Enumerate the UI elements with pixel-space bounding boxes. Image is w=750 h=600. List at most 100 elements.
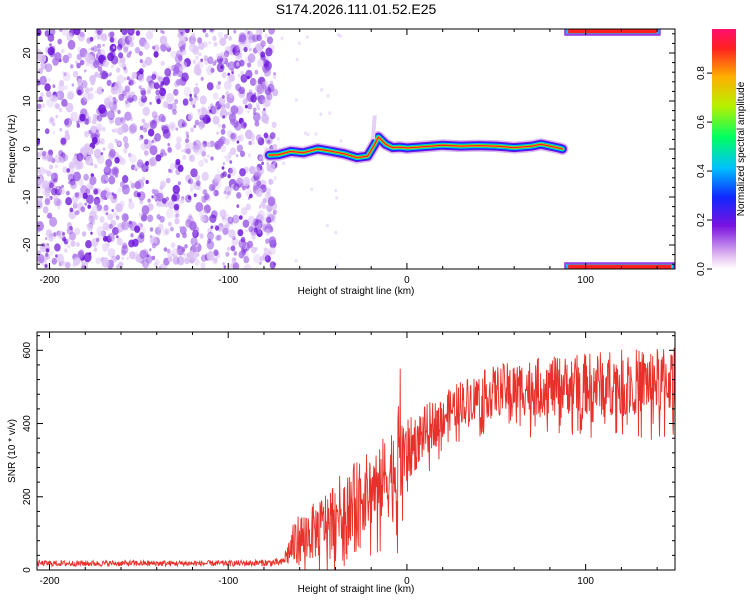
- noise-blob: [226, 191, 231, 196]
- noise-blob: [257, 58, 264, 68]
- noise-blob: [65, 261, 71, 269]
- noise-blob: [155, 89, 160, 96]
- noise-blob: [37, 169, 42, 174]
- noise-blob: [52, 131, 56, 135]
- noise-blob: [212, 92, 219, 100]
- noise-blob: [137, 74, 145, 83]
- noise-blob: [306, 132, 310, 137]
- noise-blob: [192, 143, 200, 153]
- noise-blob: [79, 31, 85, 38]
- noise-blob: [205, 32, 209, 38]
- noise-blob: [220, 128, 226, 135]
- noise-blob: [64, 119, 72, 128]
- noise-blob: [64, 133, 71, 141]
- noise-blob: [225, 251, 230, 257]
- noise-blob: [233, 29, 237, 34]
- noise-blob: [187, 195, 192, 200]
- noise-blob: [221, 72, 227, 79]
- noise-blob: [153, 44, 160, 53]
- noise-blob: [37, 151, 42, 158]
- noise-blob: [222, 171, 227, 178]
- noise-blob: [67, 222, 72, 228]
- noise-blob: [177, 118, 186, 129]
- noise-blob: [118, 261, 124, 268]
- noise-blob: [53, 195, 59, 202]
- noise-blob: [176, 79, 182, 86]
- noise-blob: [69, 178, 76, 186]
- noise-blob: [123, 147, 128, 154]
- noise-blob: [265, 47, 273, 57]
- noise-blob: [159, 185, 164, 191]
- noise-blob: [51, 95, 58, 103]
- noise-blob: [182, 98, 189, 106]
- noise-blob: [242, 176, 251, 187]
- noise-blob: [222, 95, 225, 99]
- x-tick-label: 0: [404, 576, 410, 587]
- colorbar-gradient: [712, 29, 736, 269]
- noise-blob: [96, 204, 103, 212]
- noise-blob: [180, 31, 184, 36]
- noise-blob: [37, 226, 41, 233]
- noise-blob: [171, 194, 178, 202]
- noise-blob: [143, 92, 146, 96]
- noise-blob: [229, 92, 234, 98]
- noise-blob: [103, 166, 112, 176]
- noise-blob: [210, 225, 214, 229]
- noise-blob: [156, 214, 161, 220]
- noise-blob: [250, 178, 253, 181]
- noise-blob: [253, 171, 261, 181]
- noise-blob: [151, 73, 157, 80]
- noise-blob: [234, 44, 240, 52]
- noise-blob: [128, 198, 132, 203]
- noise-blob: [267, 139, 271, 144]
- noise-blob: [216, 53, 221, 60]
- noise-blob: [193, 181, 201, 191]
- noise-blob: [193, 141, 197, 146]
- noise-blob: [224, 213, 231, 222]
- noise-blob: [70, 240, 76, 247]
- noise-blob: [59, 128, 63, 132]
- snr-xlabel: Height of straight line (km): [298, 584, 415, 595]
- noise-blob: [90, 231, 93, 235]
- noise-blob: [95, 257, 101, 265]
- noise-blob: [77, 178, 84, 186]
- noise-blob: [97, 65, 103, 72]
- noise-blob: [138, 225, 146, 236]
- noise-blob: [54, 243, 61, 252]
- noise-blob: [107, 142, 114, 150]
- snr-marks: [37, 347, 675, 570]
- colorbar-label: Normalized spectral amplitude: [736, 81, 747, 216]
- noise-blob: [172, 256, 180, 265]
- noise-blob: [105, 177, 109, 181]
- noise-blob: [42, 243, 45, 247]
- noise-blob: [210, 103, 214, 108]
- noise-blob: [95, 29, 103, 35]
- noise-blob: [172, 70, 179, 77]
- noise-blob: [67, 244, 71, 249]
- noise-blob: [269, 132, 276, 140]
- noise-blob: [259, 154, 264, 160]
- noise-blob: [229, 147, 237, 156]
- noise-blob: [99, 107, 108, 118]
- snr-frame: [36, 331, 676, 571]
- noise-blob: [174, 218, 180, 225]
- noise-blob: [265, 120, 269, 125]
- noise-blob: [44, 128, 50, 135]
- noise-blob: [81, 145, 88, 154]
- noise-blob: [222, 262, 225, 266]
- noise-blob: [179, 226, 187, 235]
- noise-blob: [48, 164, 54, 170]
- noise-blob: [84, 87, 90, 94]
- noise-blob: [258, 214, 262, 219]
- noise-blob: [185, 131, 189, 136]
- noise-blob: [37, 174, 43, 185]
- noise-blob: [259, 261, 262, 265]
- noise-blob: [197, 108, 206, 118]
- noise-blob: [37, 221, 44, 232]
- noise-blob: [179, 32, 188, 42]
- noise-blob: [170, 50, 177, 59]
- noise-blob: [188, 154, 196, 162]
- noise-blob: [52, 84, 56, 89]
- noise-blob: [37, 179, 46, 189]
